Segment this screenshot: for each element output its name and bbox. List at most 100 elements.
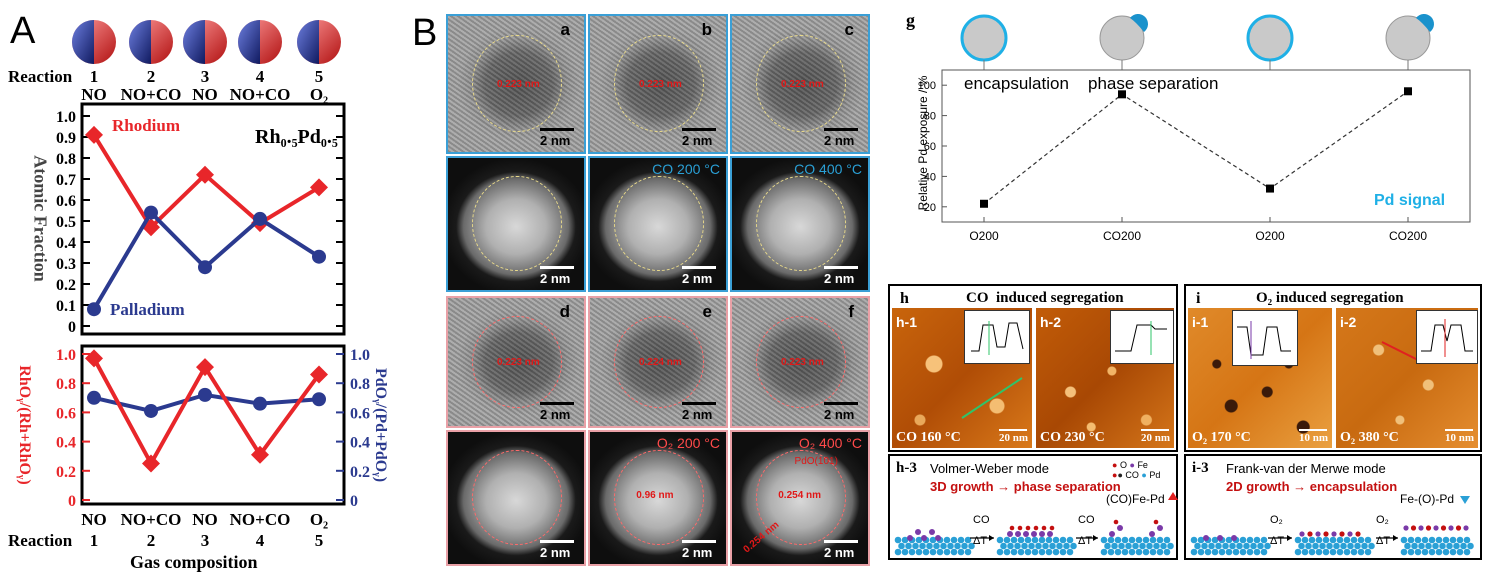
alloy-sphere-icon — [297, 20, 341, 64]
bottom-left-tick-label: 0.6 — [56, 405, 76, 422]
panel-i3-species: Fe-(O)-Pd — [1400, 492, 1454, 506]
tem-tile-label: a — [560, 20, 570, 39]
tem-image: CO 200 °C 2 nm — [588, 156, 728, 292]
palladium-fraction-point — [87, 302, 101, 317]
panel-h-title: CO induced segregation — [966, 290, 1124, 306]
reaction-gas-top: NO+CO — [230, 85, 291, 104]
encapsulated-particle-icon — [960, 14, 1008, 62]
tem-image: CO 400 °C 2 nm — [730, 156, 870, 292]
tem-tile-label: e — [702, 302, 712, 321]
panel-g-annot-encapsulation: encapsulation — [964, 74, 1069, 93]
reaction-number-top: 3 — [201, 67, 210, 86]
bottom-right-tick-label: 0.2 — [350, 464, 370, 481]
scale-bar: 2 nm — [682, 128, 716, 148]
reaction-number-top: 1 — [90, 67, 99, 86]
encapsulated-particle-icon — [1246, 14, 1294, 62]
reaction-gas-bottom: NO — [192, 510, 218, 529]
rhodium-fraction-point — [85, 125, 103, 144]
bottom-left-tick-label: 0.8 — [56, 376, 76, 393]
afm-cond-i2: O₂ 380 °C — [1340, 430, 1399, 445]
panel-a-composition: Rh₀.₅Pd₀.₅ — [255, 126, 338, 148]
rho-ratio-point — [196, 358, 214, 377]
reaction-gas-top: O₂ — [310, 85, 328, 104]
bottom-right-tick-label: 0.4 — [350, 435, 370, 452]
panel-h3-dt2: ΔT — [1078, 535, 1093, 547]
palladium-fraction-point — [198, 260, 212, 275]
pdo-ratio-point — [87, 390, 101, 405]
panel-i-frame — [1184, 284, 1482, 452]
reaction-gas-top: NO — [81, 85, 107, 104]
rho-ratio-point — [85, 349, 103, 368]
top-axis-tick-label: 0.2 — [56, 277, 76, 294]
particle-outline — [472, 35, 562, 133]
particle-outline — [756, 35, 846, 133]
panel-i3-growth: 2D growth → encapsulation — [1226, 479, 1398, 494]
panel-b-letter: B — [412, 12, 438, 54]
bottom-right-tick-label: 0 — [350, 493, 358, 510]
tem-image: 2 nm — [446, 430, 586, 566]
rho-ratio-point — [142, 454, 160, 473]
particle-outline — [756, 450, 846, 545]
top-axis-tick-label: 0.9 — [56, 130, 76, 147]
alloy-sphere-icon — [72, 20, 116, 64]
particle-outline — [472, 450, 562, 545]
bottom-left-tick-label: 0 — [68, 493, 76, 510]
tem-condition: O₂ 400 °C — [798, 435, 862, 451]
reaction-gas-bottom: NO — [81, 510, 107, 529]
top-axis-tick-label: 0.8 — [56, 151, 76, 168]
afm-inset-i2 — [1416, 310, 1478, 364]
bottom-right-tick-label: 1.0 — [350, 347, 370, 364]
panel-g-letter: g — [906, 10, 915, 30]
scale-bar: 2 nm — [682, 266, 716, 286]
particle-outline — [472, 176, 562, 271]
afm-cond-h2: CO 230 °C — [1040, 430, 1105, 445]
afm-image-h2: h-2 CO 230 °C 20 nm — [1036, 308, 1174, 448]
segregated-particle-icon — [1099, 13, 1148, 61]
afm-label-h2: h-2 — [1040, 314, 1061, 330]
tem-image: O₂ 400 °C 0.254 nm 0.254 nm PdO(101) 2 nm — [730, 430, 870, 566]
panel-h3-growth: 3D growth → phase separation — [930, 479, 1121, 494]
panel-h3-legend: ● O ● Fe ●● CO ● Pd — [1112, 460, 1161, 480]
panel-a-ylabel-left: RhOᵧ/(Rh+RhOᵧ) — [16, 365, 33, 485]
pd-exposure-point — [1118, 90, 1126, 99]
afm-inset-i1 — [1232, 310, 1298, 366]
pd-exposure-point — [1266, 184, 1274, 193]
scale-bar: 2 nm — [540, 540, 574, 560]
reaction-label-top: Reaction — [8, 67, 73, 86]
reaction-number-bottom: 3 — [201, 531, 210, 550]
top-axis-tick-label: 0.7 — [56, 172, 76, 189]
reaction-number-top: 5 — [315, 67, 324, 86]
bottom-right-tick-label: 0.8 — [350, 376, 370, 393]
panel-h3-step1: CO — [973, 514, 990, 526]
lattice-spacing: 0.224 nm — [638, 356, 682, 368]
rhodium-fraction-point — [310, 178, 328, 197]
top-axis-tick-label: 0.5 — [56, 214, 76, 231]
panel-i3-step2: O₂ — [1376, 514, 1389, 526]
pdo-ratio-point — [144, 403, 158, 418]
panel-i3-frame — [1184, 454, 1482, 560]
bottom-left-tick-label: 0.4 — [56, 435, 76, 452]
g-ytick-label: 20 — [924, 202, 936, 214]
pd-exposure-point — [1404, 87, 1412, 96]
tem-tile-label: c — [844, 20, 854, 39]
tem-image: a 0.223 nm 2 nm — [446, 14, 586, 154]
scale-bar: 2 nm — [824, 266, 858, 286]
scale-bar: 2 nm — [824, 128, 858, 148]
panel-a-rhodium-label: Rhodium — [112, 116, 181, 135]
bottom-right-tick-label: 0.6 — [350, 405, 370, 422]
alloy-sphere-icon — [129, 20, 173, 64]
bottom-left-tick-label: 1.0 — [56, 347, 76, 364]
alloy-sphere-icon — [183, 20, 227, 64]
particle-outline — [614, 35, 704, 133]
panel-h-frame — [888, 284, 1178, 452]
panel-a-top-frame — [80, 102, 346, 336]
particle-outline — [756, 315, 846, 408]
pd-exposure-line — [983, 90, 1409, 205]
particle-outline — [614, 315, 704, 408]
top-axis-tick-label: 0.6 — [56, 193, 76, 210]
afm-image-i2: i-2 O₂ 380 °C 10 nm — [1336, 308, 1478, 448]
reaction-number-bottom: 5 — [315, 531, 324, 550]
pdo-ratio-point — [198, 387, 212, 402]
tem-tile-label: b — [701, 20, 712, 39]
top-axis-tick-label: 0 — [68, 319, 76, 336]
